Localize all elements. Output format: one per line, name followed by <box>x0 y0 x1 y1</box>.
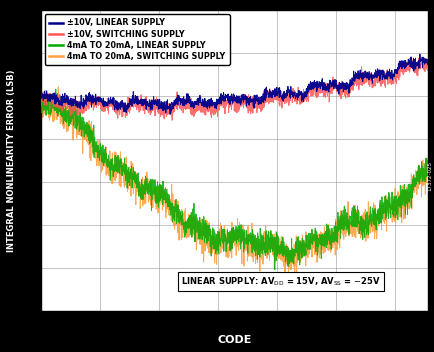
Legend: ±10V, LINEAR SUPPLY, ±10V, SWITCHING SUPPLY, 4mA TO 20mA, LINEAR SUPPLY, 4mA TO : ±10V, LINEAR SUPPLY, ±10V, SWITCHING SUP… <box>45 14 229 64</box>
X-axis label: CODE: CODE <box>217 335 251 345</box>
Y-axis label: INTEGRAL NONLINEARITY ERROR (LSB): INTEGRAL NONLINEARITY ERROR (LSB) <box>7 70 16 252</box>
Text: 17372-025: 17372-025 <box>427 161 432 191</box>
Text: LINEAR SUPPLY: AV$_\mathsf{DD}$ = 15V, AV$_\mathsf{SS}$ = $-$25V: LINEAR SUPPLY: AV$_\mathsf{DD}$ = 15V, A… <box>181 275 380 288</box>
